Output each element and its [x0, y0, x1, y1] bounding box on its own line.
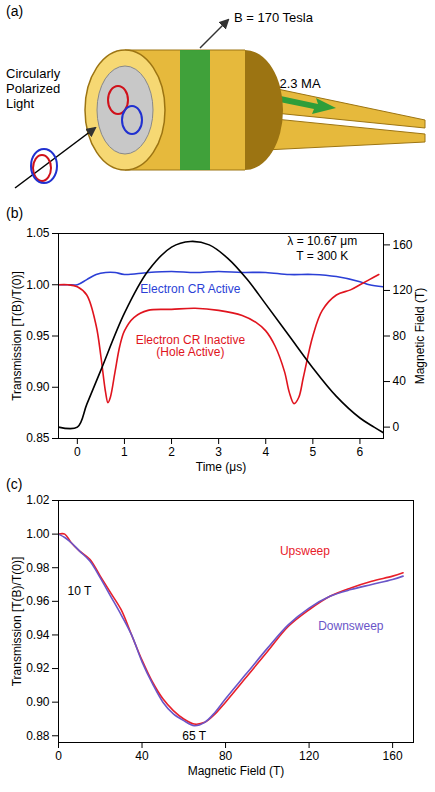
svg-text:0.95: 0.95 [26, 329, 50, 343]
svg-text:0.85: 0.85 [26, 431, 50, 445]
svg-text:2.3 MA: 2.3 MA [279, 76, 321, 91]
svg-text:(a): (a) [6, 3, 23, 19]
svg-text:B = 170 Tesla: B = 170 Tesla [234, 10, 314, 25]
svg-text:0.88: 0.88 [26, 729, 50, 743]
svg-text:Electron CR Inactive(Hole Acti: Electron CR Inactive(Hole Active) [136, 333, 246, 359]
svg-text:λ = 10.67 μm: λ = 10.67 μm [287, 234, 357, 248]
svg-text:120: 120 [299, 749, 319, 763]
svg-text:0: 0 [74, 445, 81, 459]
svg-text:6: 6 [357, 445, 364, 459]
svg-text:Magnetic Field (T): Magnetic Field (T) [188, 764, 285, 778]
svg-text:Transmission [T(B)/T(0)]: Transmission [T(B)/T(0)] [10, 271, 24, 401]
svg-text:40: 40 [135, 749, 149, 763]
svg-text:Upsweep: Upsweep [280, 544, 330, 558]
svg-text:3: 3 [215, 445, 222, 459]
svg-text:2: 2 [168, 445, 175, 459]
svg-text:160: 160 [383, 749, 403, 763]
svg-text:0.90: 0.90 [26, 380, 50, 394]
svg-text:CircularlyPolarizedLight: CircularlyPolarizedLight [6, 66, 61, 111]
svg-text:1.00: 1.00 [26, 527, 50, 541]
svg-text:0.92: 0.92 [26, 661, 50, 675]
svg-text:0.90: 0.90 [26, 695, 50, 709]
svg-text:1.00: 1.00 [26, 278, 50, 292]
svg-text:Downsweep: Downsweep [318, 619, 384, 633]
svg-text:10 T: 10 T [67, 584, 91, 598]
svg-text:65 T: 65 T [182, 729, 206, 743]
svg-text:120: 120 [393, 283, 413, 297]
svg-text:40: 40 [393, 374, 407, 388]
svg-text:0.94: 0.94 [26, 628, 50, 642]
svg-text:1.05: 1.05 [26, 226, 50, 240]
svg-text:Magnetic Field (T): Magnetic Field (T) [413, 288, 427, 385]
html-text:(c): (c) [6, 476, 23, 492]
svg-text:160: 160 [393, 238, 413, 252]
svg-text:0.98: 0.98 [26, 561, 50, 575]
svg-text:0: 0 [55, 749, 62, 763]
svg-text:Electron CR Active: Electron CR Active [140, 282, 240, 296]
svg-text:0: 0 [393, 420, 400, 434]
svg-text:5: 5 [310, 445, 317, 459]
svg-text:1: 1 [121, 445, 128, 459]
svg-text:80: 80 [219, 749, 233, 763]
svg-text:1.02: 1.02 [26, 493, 50, 507]
svg-text:80: 80 [393, 329, 407, 343]
svg-text:T = 300 K: T = 300 K [296, 249, 348, 263]
svg-text:4: 4 [262, 445, 269, 459]
html-text:(b): (b) [6, 205, 24, 221]
svg-text:Time (μs): Time (μs) [196, 460, 246, 474]
svg-text:0.96: 0.96 [26, 594, 50, 608]
svg-text:Transmission [T(B)/T(0)]: Transmission [T(B)/T(0)] [10, 557, 24, 687]
